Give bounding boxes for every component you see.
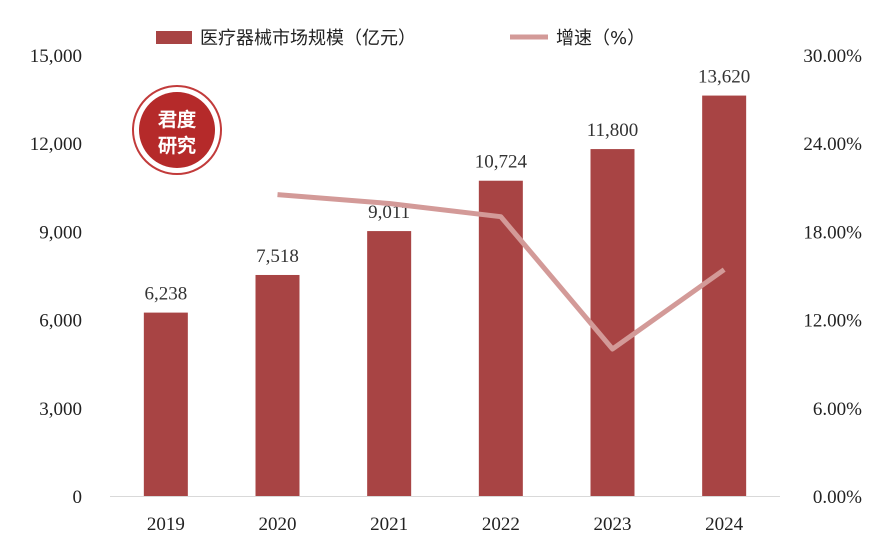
stamp-inner-circle bbox=[139, 92, 215, 168]
bar-2019 bbox=[143, 312, 188, 496]
bar-value-label: 9,011 bbox=[368, 202, 410, 223]
bar-value-label: 10,724 bbox=[475, 152, 528, 173]
left-axis: 0 3,000 6,000 9,000 12,000 15,000 bbox=[30, 46, 82, 508]
stamp-outer-ring bbox=[132, 85, 222, 175]
left-axis-tick-label: 6,000 bbox=[39, 311, 82, 332]
growth-line-series bbox=[277, 192, 726, 352]
stamp-line-2: 研究 bbox=[158, 134, 196, 157]
bar-2024 bbox=[702, 95, 747, 497]
left-axis-tick-label: 0 bbox=[73, 487, 83, 508]
right-axis-tick-label: 18.00% bbox=[803, 222, 862, 243]
bar-2022 bbox=[478, 180, 523, 496]
right-axis: 0.00% 6.00% 12.00% 18.00% 24.00% 30.00% bbox=[803, 46, 862, 508]
x-axis-label-2021: 2021 bbox=[370, 514, 408, 535]
right-axis-tick-label: 24.00% bbox=[803, 134, 862, 155]
left-axis-tick-label: 9,000 bbox=[39, 222, 82, 243]
right-axis-tick-label: 0.00% bbox=[813, 487, 862, 508]
legend-bar-swatch bbox=[156, 31, 192, 44]
bar-2023 bbox=[590, 149, 635, 496]
left-axis-tick-label: 12,000 bbox=[30, 134, 82, 155]
bar-value-label: 7,518 bbox=[256, 246, 299, 267]
legend-line-label: 增速（%） bbox=[556, 28, 645, 49]
x-axis-label-2022: 2022 bbox=[482, 514, 520, 535]
right-axis-tick-label: 6.00% bbox=[813, 399, 862, 420]
x-axis-label-2024: 2024 bbox=[705, 514, 744, 535]
left-axis-tick-label: 15,000 bbox=[30, 46, 82, 67]
bar-series bbox=[143, 95, 747, 497]
bar-2021 bbox=[367, 231, 412, 496]
x-axis-label-2020: 2020 bbox=[259, 514, 297, 535]
growth-line bbox=[277, 192, 726, 352]
legend: 医疗器械市场规模（亿元） 增速（%） bbox=[156, 28, 645, 49]
bar-value-label: 13,620 bbox=[698, 67, 750, 88]
legend-bar-label: 医疗器械市场规模（亿元） bbox=[200, 28, 416, 49]
jundu-research-stamp: 君度 研究 bbox=[132, 85, 222, 175]
left-axis-tick-label: 3,000 bbox=[39, 399, 82, 420]
right-axis-tick-label: 12.00% bbox=[803, 311, 862, 332]
x-axis-label-2019: 2019 bbox=[147, 514, 185, 535]
stamp-line-1: 君度 bbox=[158, 108, 197, 131]
bar-value-labels: 6,238 7,518 9,011 10,724 11,800 13,620 bbox=[144, 67, 750, 305]
x-axis-label-2023: 2023 bbox=[594, 514, 632, 535]
bar-2020 bbox=[255, 274, 300, 496]
bar-value-label: 11,800 bbox=[587, 120, 639, 141]
x-axis-labels: 2019 2020 2021 2022 2023 2024 bbox=[147, 514, 744, 535]
bar-value-label: 6,238 bbox=[144, 284, 187, 305]
right-axis-tick-label: 30.00% bbox=[803, 46, 862, 67]
